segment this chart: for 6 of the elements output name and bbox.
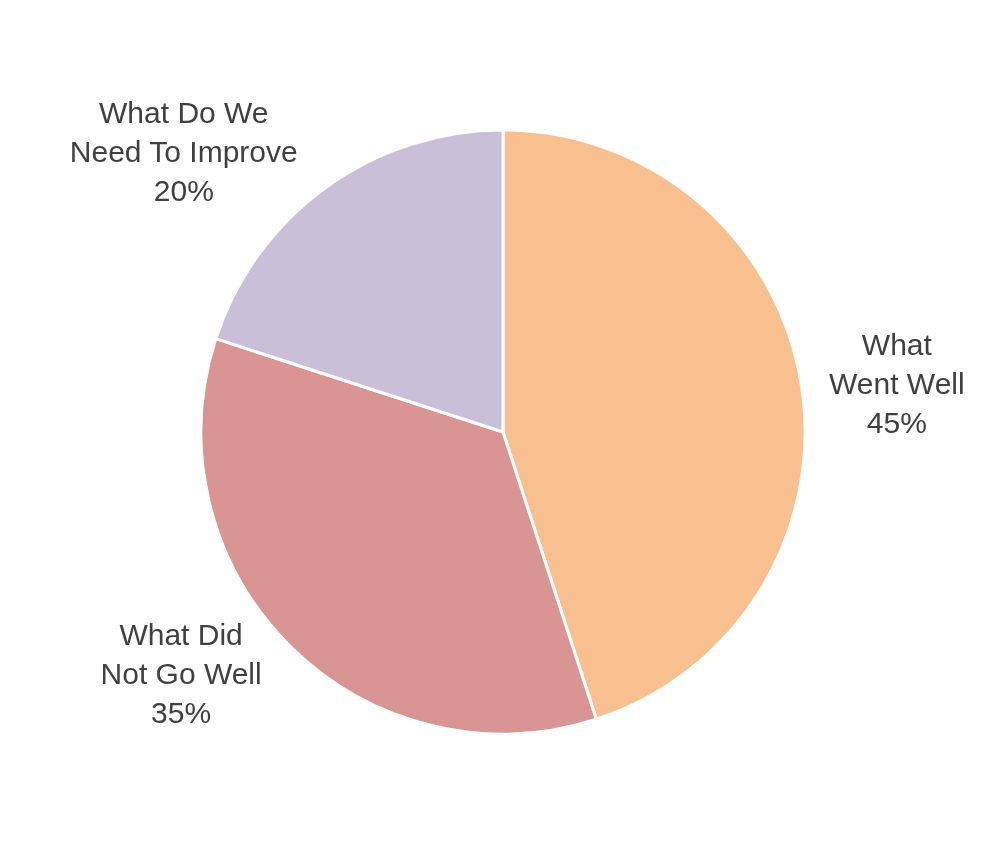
slice-label: What Did Not Go Well xyxy=(100,617,262,690)
slice-label: What Went Well xyxy=(829,327,965,400)
data-label: 45% xyxy=(866,405,927,439)
data-label: 20% xyxy=(153,173,214,207)
slice-label: What Do We Need To Improve xyxy=(69,95,298,168)
data-label: 35% xyxy=(151,695,212,729)
